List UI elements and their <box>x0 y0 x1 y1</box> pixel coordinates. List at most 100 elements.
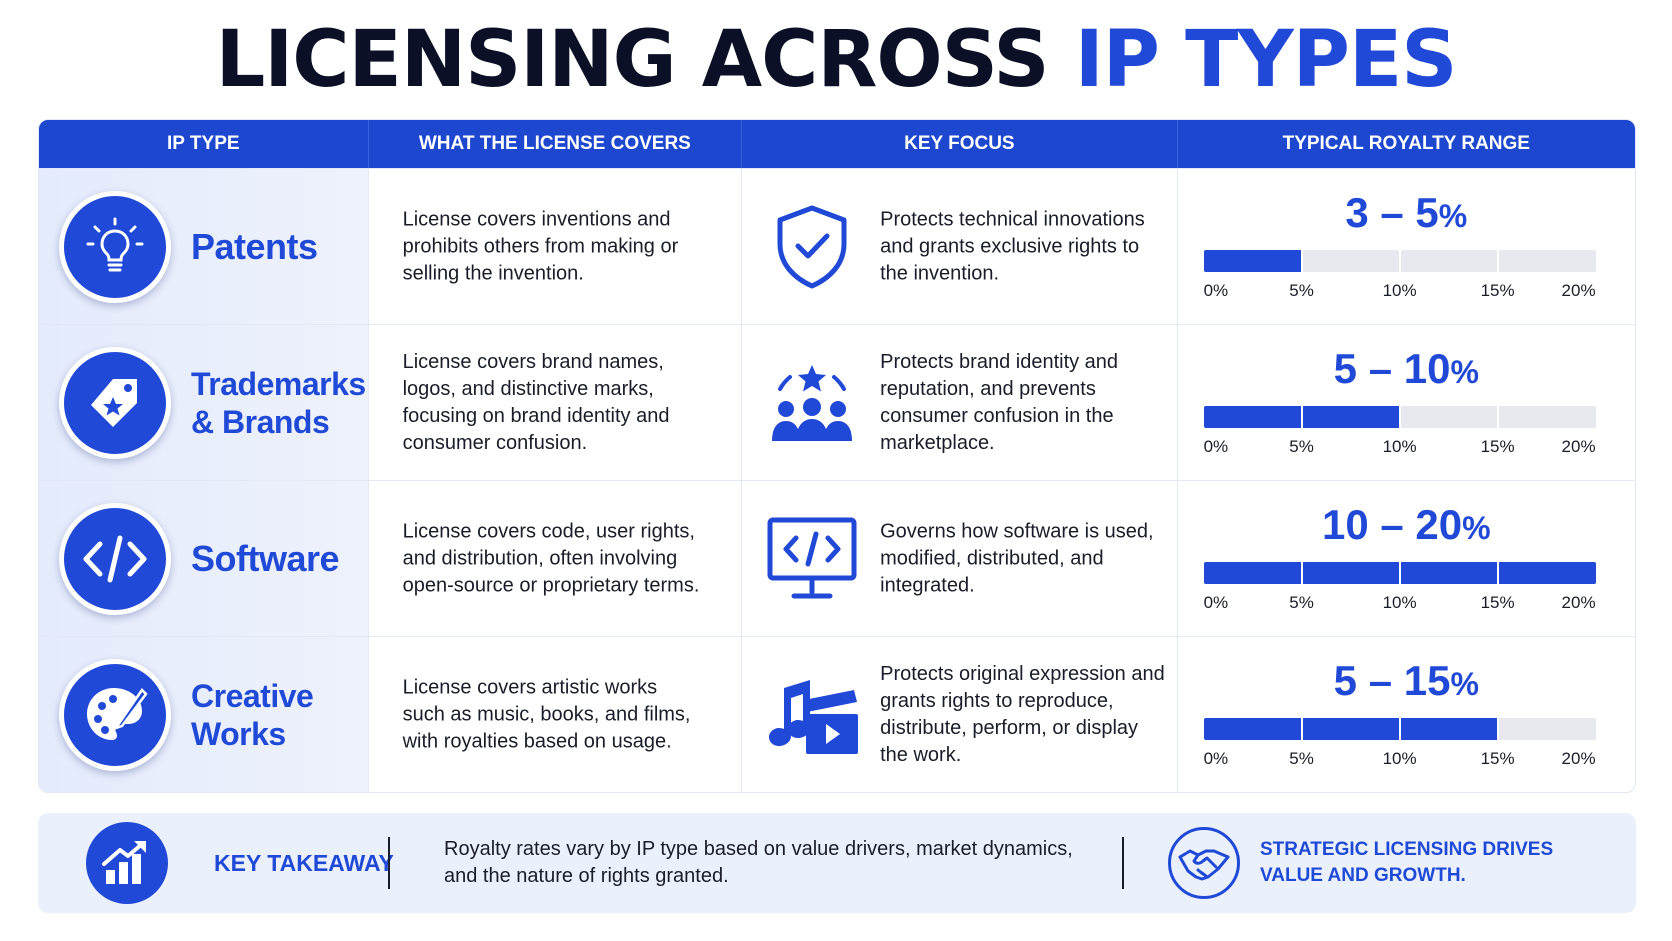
page-title: LICENSING ACROSS IP TYPES <box>0 14 1672 106</box>
key-takeaway-footer: KEY TAKEAWAY Royalty rates vary by IP ty… <box>38 813 1636 913</box>
divider <box>388 837 390 889</box>
table-header: IP TYPE WHAT THE LICENSE COVERS KEY FOCU… <box>39 120 1635 168</box>
royalty-bar-divider <box>1496 250 1499 272</box>
palette-brush-icon <box>59 658 171 771</box>
royalty-bar-divider <box>1496 406 1499 428</box>
focus-text: Protects technical innovations and grant… <box>880 208 1145 284</box>
focus-text: Protects original expression and grants … <box>880 662 1165 766</box>
royalty-scale-ticks: 0% 5% 10% 15% 20% <box>1204 749 1596 771</box>
covers-text: License covers code, user rights, and di… <box>402 520 700 596</box>
royalty-bar-track <box>1203 562 1596 584</box>
ip-type-cell: Software <box>39 481 369 636</box>
chart-up-icon <box>86 822 168 904</box>
header-covers: WHAT THE LICENSE COVERS <box>369 120 743 168</box>
focus-text: Governs how software is used, modified, … <box>880 520 1154 596</box>
covers-cell: License covers artistic works such as mu… <box>369 637 743 792</box>
royalty-scale-tick: 15% <box>1480 593 1515 612</box>
royalty-cell: 3 – 5% 0% 5% 10% 15% 20% <box>1178 169 1635 324</box>
royalty-range-number: 3 – 5 <box>1345 189 1439 236</box>
header-ip-type: IP TYPE <box>39 120 369 168</box>
royalty-scale-tick: 20% <box>1561 437 1596 456</box>
royalty-bar-divider <box>1300 250 1303 272</box>
royalty-bar-divider <box>1398 250 1401 272</box>
header-focus: KEY FOCUS <box>742 120 1178 168</box>
royalty-bar-divider <box>1398 562 1401 584</box>
ip-type-cell: Patents <box>39 169 369 324</box>
royalty-bar-divider <box>1398 406 1401 428</box>
royalty-scale-tick: 5% <box>1289 281 1314 300</box>
royalty-bar-divider <box>1398 718 1401 740</box>
royalty-bar-divider <box>1300 406 1303 428</box>
royalty-bar-fill <box>1203 250 1302 272</box>
royalty-range-value: 3 – 5% <box>1178 189 1635 240</box>
table-row: Trademarks & Brands License covers brand… <box>39 324 1635 480</box>
lightbulb-icon <box>59 190 171 303</box>
royalty-scale-tick: 20% <box>1561 593 1596 612</box>
royalty-cell: 10 – 20% 0% 5% 10% 15% 20% <box>1178 481 1635 636</box>
royalty-cell: 5 – 10% 0% 5% 10% 15% 20% <box>1178 325 1635 480</box>
royalty-bar-divider <box>1496 718 1499 740</box>
royalty-range-value: 10 – 20% <box>1178 501 1635 552</box>
divider <box>1122 837 1124 889</box>
royalty-scale-tick: 20% <box>1561 749 1596 768</box>
people-star-icon <box>764 355 860 451</box>
royalty-scale-tick: 0% <box>1203 437 1229 456</box>
royalty-scale-tick: 5% <box>1289 593 1314 612</box>
focus-cell: Protects brand identity and reputation, … <box>742 325 1178 480</box>
royalty-scale-tick: 5% <box>1289 749 1314 768</box>
tag-star-icon <box>59 346 171 459</box>
ip-type-cell: Trademarks & Brands <box>39 325 369 480</box>
royalty-scale-ticks: 0% 5% 10% 15% 20% <box>1204 593 1596 615</box>
header-royalty: TYPICAL ROYALTY RANGE <box>1282 133 1530 154</box>
royalty-range-unit: % <box>1450 666 1479 702</box>
code-icon <box>59 502 171 615</box>
focus-cell: Protects technical innovations and grant… <box>742 169 1178 324</box>
royalty-range-unit: % <box>1438 198 1468 234</box>
royalty-scale-tick: 15% <box>1480 281 1515 300</box>
ip-licensing-table: IP TYPE WHAT THE LICENSE COVERS KEY FOCU… <box>38 119 1636 793</box>
ip-type-name: Creative Works <box>191 677 314 752</box>
royalty-bar-fill <box>1203 718 1498 740</box>
royalty-scale-tick: 0% <box>1203 281 1229 300</box>
royalty-bar-track <box>1203 250 1596 272</box>
covers-cell: License covers inventions and prohibits … <box>369 169 743 324</box>
royalty-scale-tick: 0% <box>1203 593 1229 612</box>
key-takeaway-label: KEY TAKEAWAY <box>214 849 394 876</box>
handshake-icon <box>1168 827 1240 899</box>
table-row: Creative Works License covers artistic w… <box>39 636 1635 792</box>
royalty-bar-divider <box>1496 562 1499 584</box>
royalty-scale-tick: 10% <box>1382 281 1417 300</box>
title-accent: IP TYPES <box>1074 15 1458 105</box>
covers-cell: License covers brand names, logos, and d… <box>369 325 743 480</box>
royalty-scale-ticks: 0% 5% 10% 15% 20% <box>1204 437 1596 459</box>
covers-cell: License covers code, user rights, and di… <box>369 481 743 636</box>
royalty-scale-tick: 10% <box>1382 749 1417 768</box>
focus-text: Protects brand identity and reputation, … <box>880 350 1119 454</box>
ip-type-cell: Creative Works <box>39 637 369 792</box>
royalty-scale-tick: 20% <box>1561 281 1596 300</box>
focus-cell: Governs how software is used, modified, … <box>742 481 1178 636</box>
royalty-bar-divider <box>1300 718 1303 740</box>
key-takeaway-text: Royalty rates vary by IP type based on v… <box>444 838 1073 887</box>
royalty-range-unit: % <box>1450 354 1479 390</box>
title-main: LICENSING ACROSS <box>215 15 1075 105</box>
covers-text: License covers inventions and prohibits … <box>402 208 679 284</box>
royalty-range-number: 10 – 20 <box>1321 501 1463 548</box>
monitor-code-icon <box>764 511 860 607</box>
royalty-scale-tick: 10% <box>1382 593 1417 612</box>
royalty-scale-tick: 0% <box>1203 749 1229 768</box>
music-clapper-icon <box>764 667 860 763</box>
table-row: Software License covers code, user right… <box>39 480 1635 636</box>
royalty-scale-tick: 15% <box>1480 749 1515 768</box>
royalty-scale-ticks: 0% 5% 10% 15% 20% <box>1204 281 1596 303</box>
royalty-range-number: 5 – 10 <box>1333 345 1451 392</box>
royalty-scale-tick: 10% <box>1382 437 1417 456</box>
royalty-cell: 5 – 15% 0% 5% 10% 15% 20% <box>1178 637 1635 792</box>
table-row: Patents License covers inventions and pr… <box>39 168 1635 324</box>
ip-type-name: Patents <box>191 225 318 267</box>
covers-text: License covers artistic works such as mu… <box>402 676 691 752</box>
focus-cell: Protects original expression and grants … <box>742 637 1178 792</box>
strategy-text: STRATEGIC LICENSING DRIVES VALUE AND GRO… <box>1260 839 1554 886</box>
royalty-bar-track <box>1203 718 1596 740</box>
royalty-bar-track <box>1203 406 1596 428</box>
